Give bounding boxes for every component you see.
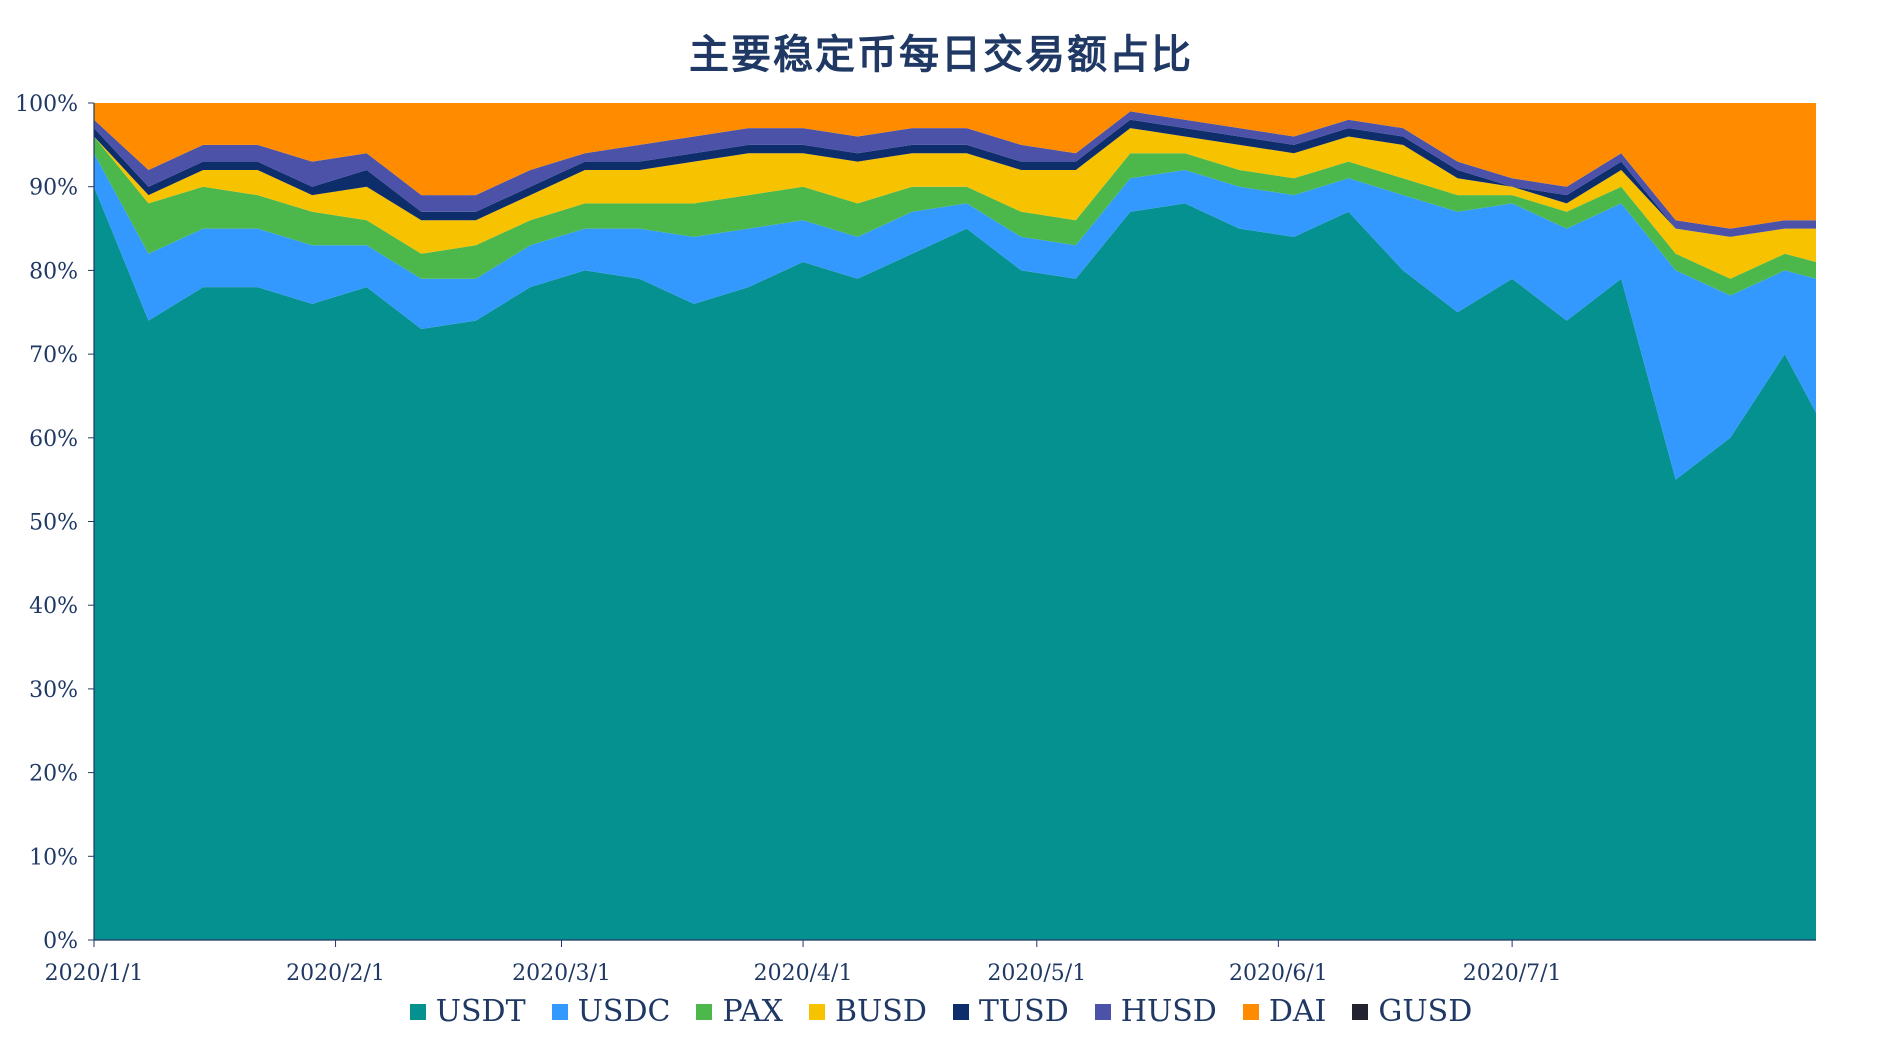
series-area-usdc [94, 153, 1816, 480]
x-tick-label: 2020/4/1 [754, 961, 853, 986]
legend-swatch [551, 1003, 568, 1020]
y-tick-label: 0% [43, 929, 78, 954]
legend-item-gusd: GUSD [1352, 994, 1472, 1029]
legend-swatch [1352, 1003, 1369, 1020]
y-tick-label: 20% [29, 762, 78, 787]
legend-swatch [1094, 1003, 1111, 1020]
legend-item-usdc: USDC [551, 994, 671, 1029]
series-areas [94, 103, 1816, 940]
chart-title: 主要稳定币每日交易额占比 [689, 31, 1193, 78]
x-tick-label: 2020/5/1 [987, 961, 1086, 986]
series-area-usdt [94, 186, 1816, 940]
x-tick-label: 2020/6/1 [1229, 961, 1328, 986]
legend-item-busd: BUSD [808, 994, 927, 1029]
legend-item-tusd: TUSD [952, 994, 1069, 1029]
legend: USDT USDC PAX BUSD TUSD HUSD DAI GUSD [0, 994, 1882, 1029]
y-tick-label: 60% [29, 427, 78, 452]
legend-item-dai: DAI [1242, 994, 1327, 1029]
y-tick-label: 30% [29, 678, 78, 703]
series-area-busd [94, 128, 1816, 279]
legend-label: BUSD [834, 994, 927, 1029]
legend-label: DAI [1268, 994, 1327, 1029]
legend-label: HUSD [1120, 994, 1217, 1029]
legend-label: USDC [577, 994, 671, 1029]
legend-label: TUSD [978, 994, 1069, 1029]
legend-item-usdt: USDT [409, 994, 526, 1029]
y-tick-labels: 0% 10% 20% 30% 40% 50% 60% 70% 80% 90% 100% [15, 92, 78, 954]
legend-label: USDT [435, 994, 526, 1029]
legend-item-husd: HUSD [1094, 994, 1217, 1029]
x-tick-label: 2020/7/1 [1463, 961, 1562, 986]
series-area-pax [94, 136, 1816, 296]
legend-swatch [1242, 1003, 1259, 1020]
y-tick-label: 80% [29, 259, 78, 284]
axes [88, 102, 1816, 947]
legend-item-pax: PAX [696, 994, 783, 1029]
series-area-husd [94, 111, 1816, 237]
y-tick-label: 70% [29, 343, 78, 368]
legend-label: PAX [722, 994, 783, 1029]
series-area-dai [94, 103, 1816, 229]
legend-swatch [952, 1003, 969, 1020]
x-tick-label: 2020/3/1 [512, 961, 611, 986]
y-tick-label: 10% [29, 845, 78, 870]
y-tick-label: 50% [29, 511, 78, 536]
x-tick-labels: 2020/1/1 2020/2/1 2020/3/1 2020/4/1 2020/5/1… [45, 961, 1562, 986]
y-tick-label: 40% [29, 594, 78, 619]
legend-swatch [409, 1003, 426, 1020]
y-tick-label: 100% [15, 92, 78, 117]
legend-label: GUSD [1378, 994, 1473, 1029]
x-tick-label: 2020/1/1 [45, 961, 144, 986]
x-tick-label: 2020/2/1 [286, 961, 385, 986]
y-tick-label: 90% [29, 176, 78, 201]
series-area-tusd [94, 119, 1816, 237]
legend-swatch [808, 1003, 825, 1020]
legend-swatch [696, 1003, 713, 1020]
